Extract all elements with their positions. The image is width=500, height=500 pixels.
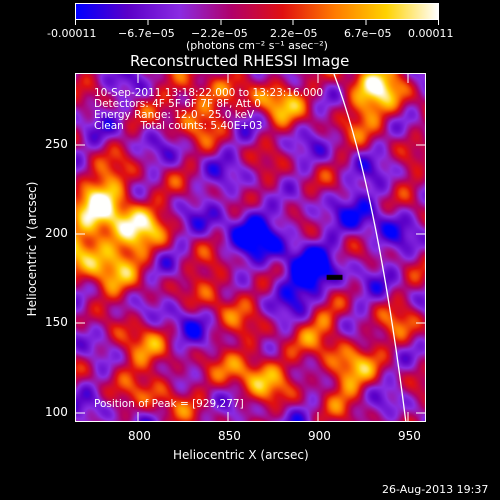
- colorbar-units: (photons cm⁻² s⁻¹ asec⁻²): [186, 39, 328, 52]
- colorbar-ticks: [75, 20, 439, 25]
- info-line: Detectors: 4F 5F 6F 7F 8F, Att 0: [94, 98, 261, 110]
- colorbar-tick-label: 0.00011: [408, 27, 454, 40]
- peak-position-label: Position of Peak = [929,277]: [94, 398, 244, 410]
- x-tick-label: 850: [218, 429, 241, 443]
- x-tick-label: 800: [128, 429, 151, 443]
- colorbar-tick-label: -0.00011: [47, 27, 97, 40]
- solar-limb: [333, 74, 407, 421]
- x-tick-label: 950: [398, 429, 421, 443]
- colorbar-tick-label: −2.2e−05: [191, 27, 248, 40]
- colorbar: [75, 3, 439, 20]
- x-axis-label: Heliocentric X (arcsec): [173, 448, 309, 462]
- plot-title: Reconstructed RHESSI Image: [130, 52, 350, 70]
- info-line: Clean Total counts: 5.40E+03: [94, 120, 263, 132]
- image-plot: 10-Sep-2011 13:18:22.000 to 13:23:16.000…: [75, 73, 426, 422]
- colorbar-tick-label: 6.7e−05: [344, 27, 392, 40]
- y-axis-label: Heliocentric Y (arcsec): [25, 181, 39, 317]
- y-tick-label: 200: [45, 226, 68, 240]
- info-line: 10-Sep-2011 13:18:22.000 to 13:23:16.000: [94, 87, 324, 99]
- y-tick-label: 100: [45, 405, 68, 419]
- y-tick-label: 250: [45, 137, 68, 151]
- x-tick-label: 900: [308, 429, 331, 443]
- timestamp: 26-Aug-2013 19:37: [382, 483, 489, 496]
- info-line: Energy Range: 12.0 - 25.0 keV: [94, 109, 255, 121]
- colorbar-tick-label: 2.2e−05: [270, 27, 318, 40]
- y-tick-label: 150: [45, 315, 68, 329]
- axis-ticks: [75, 73, 426, 422]
- colorbar-tick-label: −6.7e−05: [118, 27, 175, 40]
- heatmap-image: [76, 74, 425, 421]
